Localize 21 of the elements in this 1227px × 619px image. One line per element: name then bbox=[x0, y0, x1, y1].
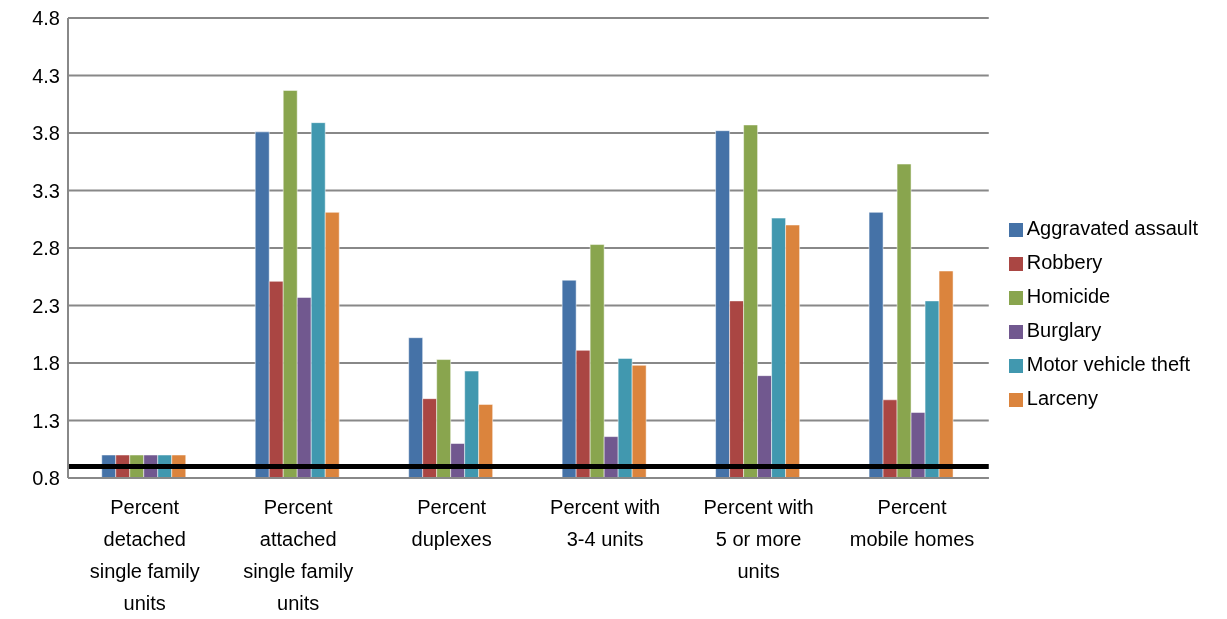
y-tick-label: 1.3 bbox=[32, 409, 60, 432]
legend-label: Motor vehicle theft bbox=[1026, 353, 1191, 375]
y-tick-label: 4.3 bbox=[32, 64, 60, 87]
x-tick-label: Percent detached single family units bbox=[89, 496, 200, 614]
legend-label: Larceny bbox=[1026, 387, 1098, 409]
legend-label: Aggravated assault bbox=[1026, 217, 1198, 239]
y-tick-label: 0.8 bbox=[32, 467, 60, 490]
legend-label: Burglary bbox=[1026, 319, 1102, 341]
y-tick-label: 4.8 bbox=[32, 7, 60, 30]
x-tick-label: Percent mobile homes bbox=[849, 496, 975, 550]
legend-label: Robbery bbox=[1026, 251, 1103, 273]
y-tick-label: 3.3 bbox=[32, 179, 60, 202]
x-tick-label: Percent with 3-4 units bbox=[550, 496, 661, 550]
y-tick-label: 2.8 bbox=[32, 237, 60, 260]
x-tick-label: Percent with 5 or more units bbox=[703, 496, 814, 582]
x-tick-label: Percent attached single family units bbox=[243, 496, 354, 614]
y-tick-label: 3.8 bbox=[32, 122, 60, 145]
y-tick-label: 2.3 bbox=[32, 294, 60, 317]
x-tick-label: Percent duplexes bbox=[411, 496, 492, 550]
y-tick-label: 1.8 bbox=[32, 352, 60, 375]
legend-label: Homicide bbox=[1026, 285, 1111, 307]
